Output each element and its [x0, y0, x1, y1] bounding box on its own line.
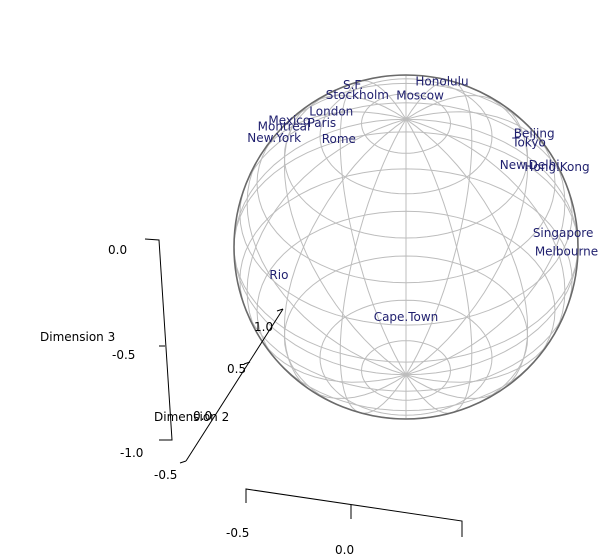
city-label: Singapore — [533, 226, 594, 240]
z-axis-tick-label: -1.0 — [120, 446, 143, 460]
city-label: Honolulu — [415, 74, 468, 88]
y-axis-tick-label: 0.5 — [227, 362, 246, 376]
y-axis-line — [185, 308, 284, 462]
city-label: New.Delhi — [500, 158, 560, 172]
city-label: Paris — [308, 116, 337, 130]
city-label: Beijing — [514, 127, 555, 141]
sphere-grid-line — [283, 118, 407, 399]
city-label: Rio — [269, 268, 288, 282]
z-axis-title: Dimension 3 — [40, 330, 115, 344]
sphere-grid-line — [339, 80, 407, 376]
z-axis-tick-label: -0.5 — [112, 348, 135, 362]
sphere-grid-line — [405, 118, 473, 414]
sphere-grid-line — [233, 131, 579, 363]
x-axis: -0.5 0.0 — [226, 488, 463, 557]
y-axis: -0.5 0.0 0.5 1.0 Dimension 2 — [154, 308, 284, 482]
y-axis-tick-label: -0.5 — [154, 468, 177, 482]
sphere-grid-line — [239, 102, 573, 326]
sphere-grid-line — [405, 95, 529, 376]
sphere-grid-line — [283, 255, 529, 420]
y-axis-tick-mark — [243, 361, 251, 365]
y-axis-tick-label: 0.0 — [193, 409, 212, 423]
sphere-grid-line — [360, 93, 452, 154]
sphere-outline — [233, 74, 579, 420]
x-axis-tick-label: -0.5 — [226, 526, 249, 540]
sphere-grid-line — [239, 168, 573, 392]
y-axis-tick-label: 1.0 — [254, 320, 273, 334]
city-label: Mexico — [268, 114, 310, 128]
city-label: Moscow — [396, 89, 444, 103]
city-label: Hong.Kong — [524, 160, 589, 174]
city-label: Stockholm — [326, 88, 389, 102]
sphere-grid-line — [339, 118, 407, 414]
z-axis: 0.0 -0.5 -1.0 Dimension 3 — [40, 238, 173, 460]
sphere-grid-line — [360, 340, 452, 401]
city-label: Cape.Town — [374, 310, 439, 324]
z-axis-tick-label: 0.0 — [108, 243, 127, 257]
y-axis-title: Dimension 2 — [154, 410, 229, 424]
city-label: New.York — [247, 131, 301, 145]
city-label: Melbourne — [535, 244, 598, 258]
sphere-grid-line — [319, 299, 493, 416]
sphere-grid-line — [319, 78, 493, 195]
x-axis-tick-label: 0.0 — [335, 543, 354, 557]
city-label: Rome — [322, 132, 356, 146]
sphere-grid-line — [256, 82, 556, 284]
sphere-grid-line — [405, 80, 473, 376]
z-axis-line — [144, 238, 173, 441]
city-label: Tokyo — [511, 135, 546, 149]
city-label: Montreal — [258, 120, 311, 134]
x-axis-line — [245, 488, 463, 537]
y-axis-tick-mark — [179, 460, 187, 464]
y-axis-tick-mark — [276, 308, 284, 312]
city-label: London — [309, 105, 353, 119]
city-label: S.F. — [343, 78, 363, 92]
